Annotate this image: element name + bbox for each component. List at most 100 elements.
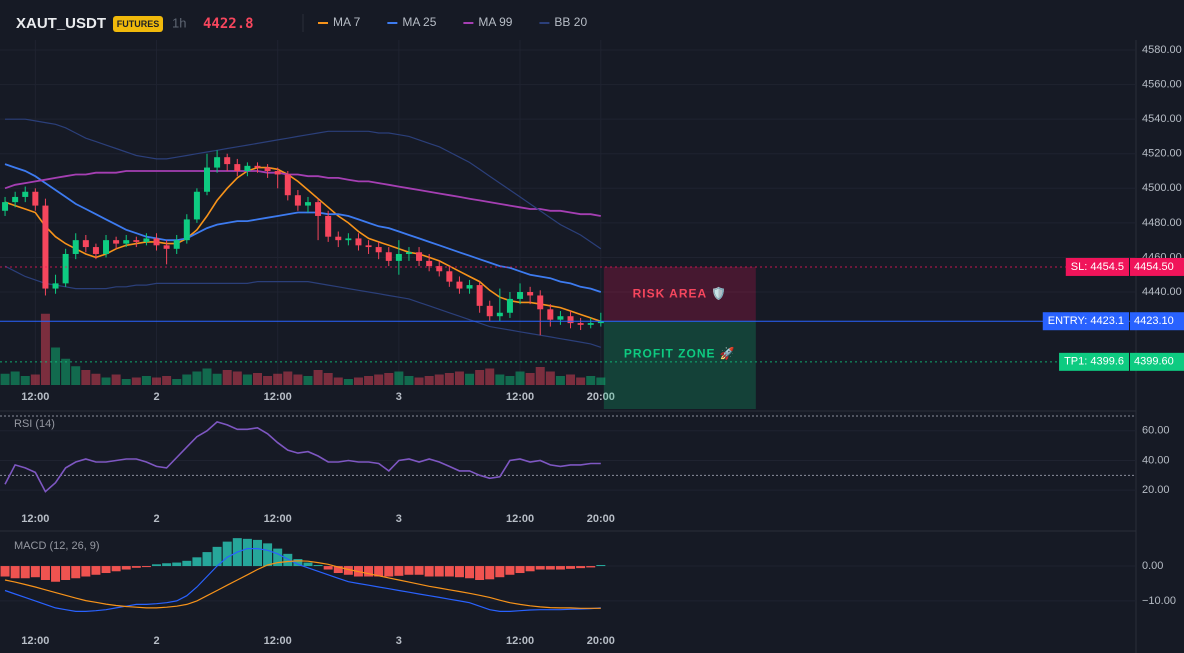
macd-hist-bar [242, 538, 252, 567]
axis-tag-bg [1130, 352, 1184, 371]
volume-bar [323, 373, 333, 385]
candle-body [597, 321, 604, 324]
candle-body [12, 196, 19, 203]
volume-bar [212, 373, 222, 385]
last-price: 4422.8 [203, 16, 254, 32]
volume-bar [242, 374, 252, 385]
candle-body [22, 191, 29, 197]
x-tick-label: 12:00 [264, 635, 292, 647]
candle-body [2, 202, 9, 211]
candle-body [315, 202, 322, 216]
candle-body [82, 240, 89, 248]
candle-body [143, 238, 150, 242]
x-tick-label: 12:00 [506, 391, 534, 403]
candle-body [173, 240, 180, 249]
macd-hist-bar [152, 564, 162, 567]
symbol: XAUT_USDT [16, 15, 106, 32]
candle-body [557, 316, 564, 320]
volume-bar [0, 373, 10, 385]
x-tick-label: 12:00 [21, 635, 49, 647]
macd-hist-bar [10, 566, 20, 579]
y-tick-label: 4580.00 [1142, 44, 1182, 56]
ma-line [4, 163, 602, 293]
macd-hist-bar [576, 566, 586, 569]
volume-bar [10, 371, 20, 385]
volume-bar [121, 379, 131, 385]
macd-hist-bar [71, 566, 81, 579]
bb-upper [5, 118, 602, 250]
panel-title: RSI (14) [14, 418, 55, 430]
candle-body [294, 195, 301, 206]
volume-bar [152, 377, 162, 385]
ma-line [4, 166, 602, 323]
macd-hist-bar [586, 566, 596, 568]
badge: FUTURES [117, 19, 160, 29]
macd-hist-bar [81, 566, 91, 577]
x-tick-label: 2 [153, 391, 159, 403]
volume-bar [596, 377, 606, 385]
x-tick-label: 12:00 [264, 513, 292, 525]
candle-body [466, 285, 473, 289]
y-tick-label: 40.00 [1142, 454, 1170, 466]
macd-hist-bar [121, 566, 131, 570]
level-tag-bg [1059, 352, 1129, 371]
macd-hist-bar [20, 566, 30, 579]
candle-body [183, 219, 190, 241]
y-tick-label: 20.00 [1142, 484, 1170, 496]
volume-bar [404, 376, 414, 385]
candle-body [395, 253, 402, 261]
macd-hist-bar [495, 566, 505, 578]
legend-label: MA 99 [478, 15, 512, 29]
candle-body [456, 281, 463, 289]
volume-bar [545, 371, 555, 385]
x-tick-label: 3 [396, 635, 402, 647]
volume-bar [283, 371, 293, 385]
x-tick-label: 2 [153, 513, 159, 525]
volume-bar [313, 370, 323, 385]
level-tag-bg [1065, 257, 1129, 276]
volume-bar [40, 313, 50, 385]
volume-bar [131, 377, 141, 385]
macd-hist-bar [30, 566, 40, 578]
candle-body [375, 247, 382, 253]
volume-bar [555, 376, 565, 385]
macd-hist-bar [505, 566, 515, 575]
legend: MA 7 MA 25 MA 99 BB 20 [318, 15, 587, 29]
y-tick-label: 4480.00 [1142, 217, 1182, 229]
candle-body [517, 292, 524, 299]
macd-hist-bar [111, 566, 121, 572]
y-tick-label: 4440.00 [1142, 286, 1182, 298]
volume-bar [273, 373, 283, 385]
volume-bar [374, 374, 384, 385]
macd-hist-bar [263, 543, 273, 567]
volume-bar [162, 376, 172, 385]
macd-hist-bar [343, 566, 353, 575]
macd-hist-bar [394, 566, 404, 576]
macd-hist-bar [303, 562, 313, 567]
volume-bar [495, 374, 505, 385]
candle-body [284, 174, 291, 196]
y-tick-label: −10.00 [1142, 595, 1176, 607]
volume-bar [30, 374, 40, 385]
macd-hist-bar [323, 566, 333, 570]
level-tag: SL: 4454.5 [1071, 261, 1124, 273]
macd-line [4, 548, 601, 612]
volume-bar [20, 376, 30, 385]
volume-bar [444, 373, 454, 385]
volume-bar [202, 368, 212, 385]
candle-body [506, 298, 513, 313]
volume-bar [414, 377, 424, 385]
candle-body [486, 305, 493, 317]
candle-body [385, 252, 392, 261]
zone-label: PROFIT ZONE 🚀 [624, 346, 736, 360]
candle-body [365, 245, 372, 248]
panel-title: MACD (12, 26, 9) [14, 540, 100, 552]
candle-body [113, 240, 120, 244]
candle-body [304, 202, 311, 206]
volume-bar [505, 376, 515, 385]
x-tick-label: 12:00 [506, 513, 534, 525]
macd-hist-bar [404, 566, 414, 575]
macd-hist-bar [172, 562, 182, 567]
volume-bar [384, 373, 394, 385]
